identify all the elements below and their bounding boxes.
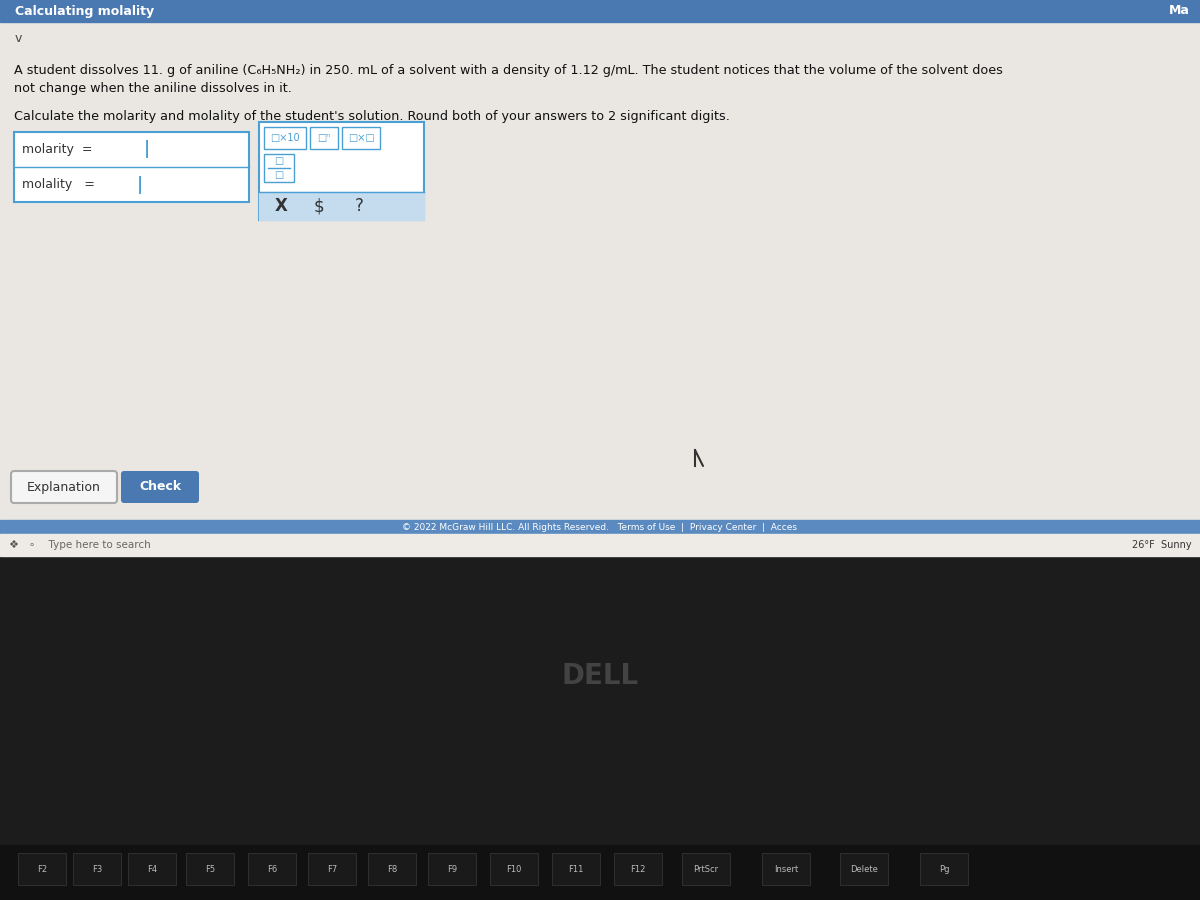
Text: F5: F5 [205,865,215,874]
Text: Ma: Ma [1169,4,1190,17]
Text: Insert: Insert [774,865,798,874]
Text: Delete: Delete [850,865,878,874]
Text: ?: ? [354,197,364,215]
Bar [368,853,416,885]
Bar [14,132,250,202]
Text: F6: F6 [266,865,277,874]
Bar [0,534,1200,556]
Text: |: | [137,176,143,194]
Bar [186,853,234,885]
Text: © 2022 McGraw Hill LLC. All Rights Reserved.   Terms of Use  |  Privacy Center  : © 2022 McGraw Hill LLC. All Rights Reser… [402,523,798,532]
Bar [428,853,476,885]
Bar [128,853,176,885]
Bar [0,556,1200,900]
Text: F3: F3 [92,865,102,874]
Text: F9: F9 [446,865,457,874]
Bar [248,853,296,885]
Bar [73,853,121,885]
Text: □: □ [275,170,283,180]
Text: X: X [275,197,288,215]
Text: $: $ [313,197,324,215]
Bar [342,127,380,149]
Bar [552,853,600,885]
Bar [310,127,338,149]
Text: F2: F2 [37,865,47,874]
Text: □×□: □×□ [348,133,374,143]
Bar [490,853,538,885]
Text: Type here to search: Type here to search [42,540,151,550]
Bar [259,122,424,220]
Text: PrtScr: PrtScr [694,865,719,874]
Bar [259,192,424,220]
Bar [264,154,294,182]
Text: DELL: DELL [562,662,638,690]
Bar [920,853,968,885]
Text: □ⁿ: □ⁿ [318,133,330,143]
Text: |: | [144,140,150,158]
Text: F8: F8 [386,865,397,874]
Bar [18,853,66,885]
FancyBboxPatch shape [121,471,199,503]
Text: □×10: □×10 [270,133,300,143]
Text: v: v [14,32,23,44]
Bar [308,853,356,885]
Text: Calculating molality: Calculating molality [14,4,154,17]
Text: F11: F11 [569,865,583,874]
Text: F7: F7 [326,865,337,874]
FancyBboxPatch shape [11,471,118,503]
Text: Explanation: Explanation [28,481,101,493]
Bar [0,845,1200,900]
Text: F10: F10 [506,865,522,874]
Text: F4: F4 [146,865,157,874]
Text: 26°F  Sunny: 26°F Sunny [1133,540,1192,550]
Bar [840,853,888,885]
Text: □: □ [275,156,283,166]
Text: ❖: ❖ [8,540,18,550]
Bar [0,0,1200,22]
Text: Calculate the molarity and molality of the student's solution. Round both of you: Calculate the molarity and molality of t… [14,110,730,123]
Text: A student dissolves 11. g of aniline (C₆H₅NH₂) in 250. mL of a solvent with a de: A student dissolves 11. g of aniline (C₆… [14,64,1003,77]
Text: Check: Check [139,481,181,493]
Bar [0,520,1200,534]
Bar [0,22,1200,520]
Bar [762,853,810,885]
Bar [682,853,730,885]
Text: Pg: Pg [938,865,949,874]
Bar [264,127,306,149]
Bar [614,853,662,885]
Text: molality   =: molality = [22,178,98,191]
Text: not change when the aniline dissolves in it.: not change when the aniline dissolves in… [14,82,292,95]
Text: ⚬: ⚬ [28,540,36,550]
Text: F12: F12 [630,865,646,874]
Text: molarity  =: molarity = [22,143,96,156]
